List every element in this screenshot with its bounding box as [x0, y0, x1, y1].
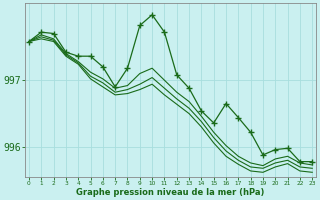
X-axis label: Graphe pression niveau de la mer (hPa): Graphe pression niveau de la mer (hPa) — [76, 188, 265, 197]
